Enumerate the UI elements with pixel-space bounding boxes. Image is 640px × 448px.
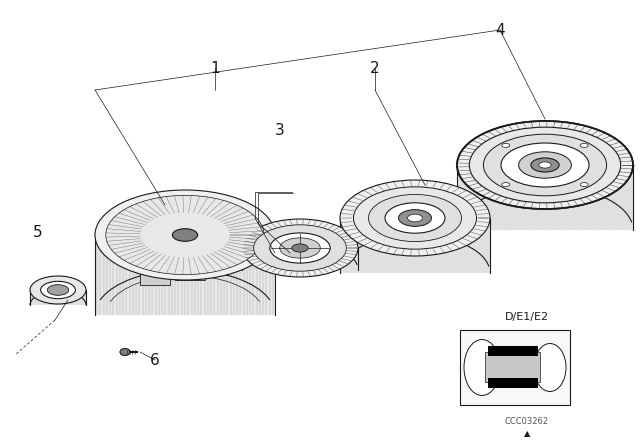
Ellipse shape	[118, 201, 253, 269]
Text: 4: 4	[495, 22, 505, 38]
Ellipse shape	[457, 121, 633, 209]
Ellipse shape	[120, 349, 130, 356]
Text: CCC03262: CCC03262	[505, 417, 549, 426]
Ellipse shape	[95, 190, 275, 280]
Ellipse shape	[172, 228, 198, 241]
Polygon shape	[457, 165, 633, 230]
Bar	[175, 245, 205, 280]
Ellipse shape	[483, 134, 607, 196]
Text: ▲: ▲	[524, 429, 531, 438]
Ellipse shape	[369, 194, 461, 241]
Bar	[140, 250, 170, 285]
Ellipse shape	[172, 228, 198, 242]
Bar	[488, 378, 538, 388]
Ellipse shape	[399, 210, 431, 226]
Text: 5: 5	[33, 224, 43, 240]
Text: 3: 3	[275, 122, 285, 138]
Ellipse shape	[340, 180, 490, 256]
Ellipse shape	[253, 225, 346, 271]
Ellipse shape	[242, 219, 358, 277]
Bar	[460, 330, 570, 405]
Text: 2: 2	[370, 60, 380, 76]
Ellipse shape	[353, 187, 477, 249]
Ellipse shape	[408, 214, 422, 222]
Ellipse shape	[531, 158, 559, 172]
Ellipse shape	[292, 244, 308, 252]
Ellipse shape	[30, 276, 86, 304]
Ellipse shape	[539, 162, 551, 168]
Ellipse shape	[41, 281, 76, 299]
Text: 6: 6	[150, 353, 160, 367]
Ellipse shape	[270, 233, 330, 263]
Ellipse shape	[47, 284, 68, 295]
Ellipse shape	[580, 183, 588, 187]
Ellipse shape	[469, 127, 621, 203]
Ellipse shape	[106, 195, 264, 275]
Ellipse shape	[501, 143, 589, 187]
Polygon shape	[30, 290, 86, 305]
Ellipse shape	[280, 238, 320, 258]
Ellipse shape	[580, 143, 588, 147]
Ellipse shape	[385, 203, 445, 233]
Ellipse shape	[534, 344, 566, 392]
Ellipse shape	[129, 207, 241, 263]
Polygon shape	[242, 248, 358, 270]
Text: D/E1/E2: D/E1/E2	[505, 312, 549, 322]
Ellipse shape	[151, 218, 219, 252]
Bar	[488, 346, 538, 356]
Ellipse shape	[140, 212, 230, 258]
Ellipse shape	[518, 152, 572, 178]
Polygon shape	[340, 218, 490, 273]
Ellipse shape	[464, 340, 500, 396]
Polygon shape	[95, 235, 275, 315]
Bar	[485, 352, 540, 382]
Text: 1: 1	[210, 60, 220, 76]
Ellipse shape	[502, 183, 510, 187]
Ellipse shape	[502, 143, 510, 147]
Ellipse shape	[163, 224, 207, 246]
